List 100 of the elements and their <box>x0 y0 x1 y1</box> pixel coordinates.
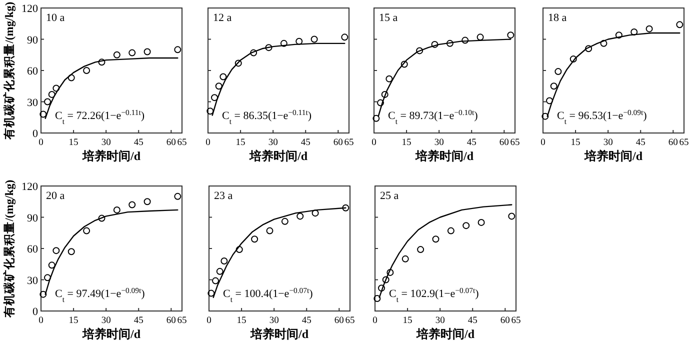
point <box>402 255 409 262</box>
annotation: C$_{t}$ = 100.4(1−e$^{−0.07t}$) <box>223 286 314 304</box>
x-tick-label: 30 <box>269 316 280 326</box>
chart-title: 12 a <box>213 12 232 24</box>
x-tick-label: 60 <box>500 316 510 326</box>
point <box>98 214 106 222</box>
point <box>212 277 220 284</box>
point <box>382 276 390 284</box>
point <box>234 60 242 67</box>
point <box>310 36 318 43</box>
point <box>615 32 622 39</box>
point <box>476 34 484 41</box>
x-tick-label: 30 <box>101 138 112 148</box>
point <box>220 258 228 264</box>
point <box>378 284 386 292</box>
point <box>216 268 224 275</box>
chart-title: 18 a <box>548 12 567 24</box>
point <box>600 40 608 47</box>
x-tick-label: 15 <box>402 138 412 148</box>
point <box>113 206 120 214</box>
point <box>372 114 380 122</box>
point <box>676 21 684 28</box>
annotation: C$_{t}$ = 97.49(1−e$^{−0.09t}$) <box>55 286 146 304</box>
point <box>431 40 438 48</box>
point <box>40 110 47 118</box>
x-tick-label: 60 <box>499 138 510 148</box>
point <box>236 246 243 254</box>
x-tick-label: 0 <box>540 138 546 148</box>
x-tick-label: 45 <box>636 138 646 148</box>
point <box>265 44 272 52</box>
x-axis-title: 培养时间/d <box>249 327 309 341</box>
point <box>48 262 56 269</box>
y-axis-title: 有机碳矿化累积量/(mg/kg) <box>2 180 16 318</box>
x-axis-title: 培养时间/d <box>81 327 141 341</box>
point <box>432 236 440 243</box>
point <box>630 28 638 36</box>
y-tick-label: 90 <box>27 34 38 46</box>
point <box>417 246 424 254</box>
x-tick-label: 30 <box>435 316 446 326</box>
point <box>174 192 182 200</box>
chart-title: 23 a <box>214 190 233 202</box>
point <box>215 82 222 90</box>
point <box>40 290 47 298</box>
point <box>98 58 106 66</box>
point <box>554 68 562 76</box>
x-tick-label: 60 <box>668 138 678 148</box>
point <box>206 108 214 115</box>
x-tick-label: 45 <box>134 316 144 326</box>
point <box>550 82 558 90</box>
point <box>250 49 258 56</box>
x-tick-label: 60 <box>166 316 176 326</box>
point <box>174 46 182 54</box>
point <box>585 45 592 52</box>
x-tick-label: 65 <box>679 138 689 148</box>
point <box>381 90 388 98</box>
y-tick-label: 60 <box>27 66 38 78</box>
y-tick-label: 0 <box>32 306 38 318</box>
point <box>68 74 75 82</box>
x-tick-label: 45 <box>468 316 478 326</box>
x-tick-label: 65 <box>510 138 520 148</box>
x-tick-label: 30 <box>603 138 614 148</box>
point <box>208 290 215 297</box>
y-axis-title: 有机碳矿化累积量/(mg/kg) <box>2 2 16 140</box>
point <box>68 248 75 256</box>
x-tick-label: 15 <box>402 316 413 326</box>
chart-title: 20 a <box>46 190 65 202</box>
point <box>296 212 304 220</box>
point <box>144 198 151 206</box>
x-tick-label: 30 <box>434 138 444 148</box>
x-axis-title: 培养时间/d <box>415 327 475 341</box>
x-axis-title: 培养时间/d <box>583 149 643 163</box>
annotation: C$_{t}$ = 102.9(1−e$^{−0.07t}$) <box>389 286 480 304</box>
x-tick-label: 0 <box>206 138 211 148</box>
point <box>374 295 381 302</box>
point <box>52 84 60 92</box>
x-tick-label: 65 <box>345 316 355 326</box>
point <box>546 97 554 104</box>
y-tick-label: 90 <box>27 212 38 224</box>
point <box>377 99 384 106</box>
point <box>113 51 120 58</box>
point <box>342 204 350 212</box>
point <box>83 227 90 234</box>
point <box>386 75 393 82</box>
point <box>266 227 274 234</box>
x-tick-label: 65 <box>511 316 521 326</box>
point <box>280 40 288 47</box>
point <box>128 49 136 56</box>
annotation: C$_{t}$ = 72.26(1−e$^{−0.11t}$) <box>55 108 145 126</box>
x-tick-label: 65 <box>177 138 187 148</box>
point <box>447 227 454 234</box>
x-tick-label: 0 <box>206 316 212 326</box>
x-axis-title: 培养时间/d <box>414 149 474 163</box>
point <box>507 32 514 39</box>
x-tick-label: 15 <box>236 138 246 148</box>
point <box>144 48 151 56</box>
point <box>570 56 577 63</box>
x-tick-label: 45 <box>300 138 311 148</box>
x-tick-label: 60 <box>333 138 344 148</box>
x-axis-title: 培养时间/d <box>81 149 141 163</box>
x-tick-label: 15 <box>68 316 79 326</box>
